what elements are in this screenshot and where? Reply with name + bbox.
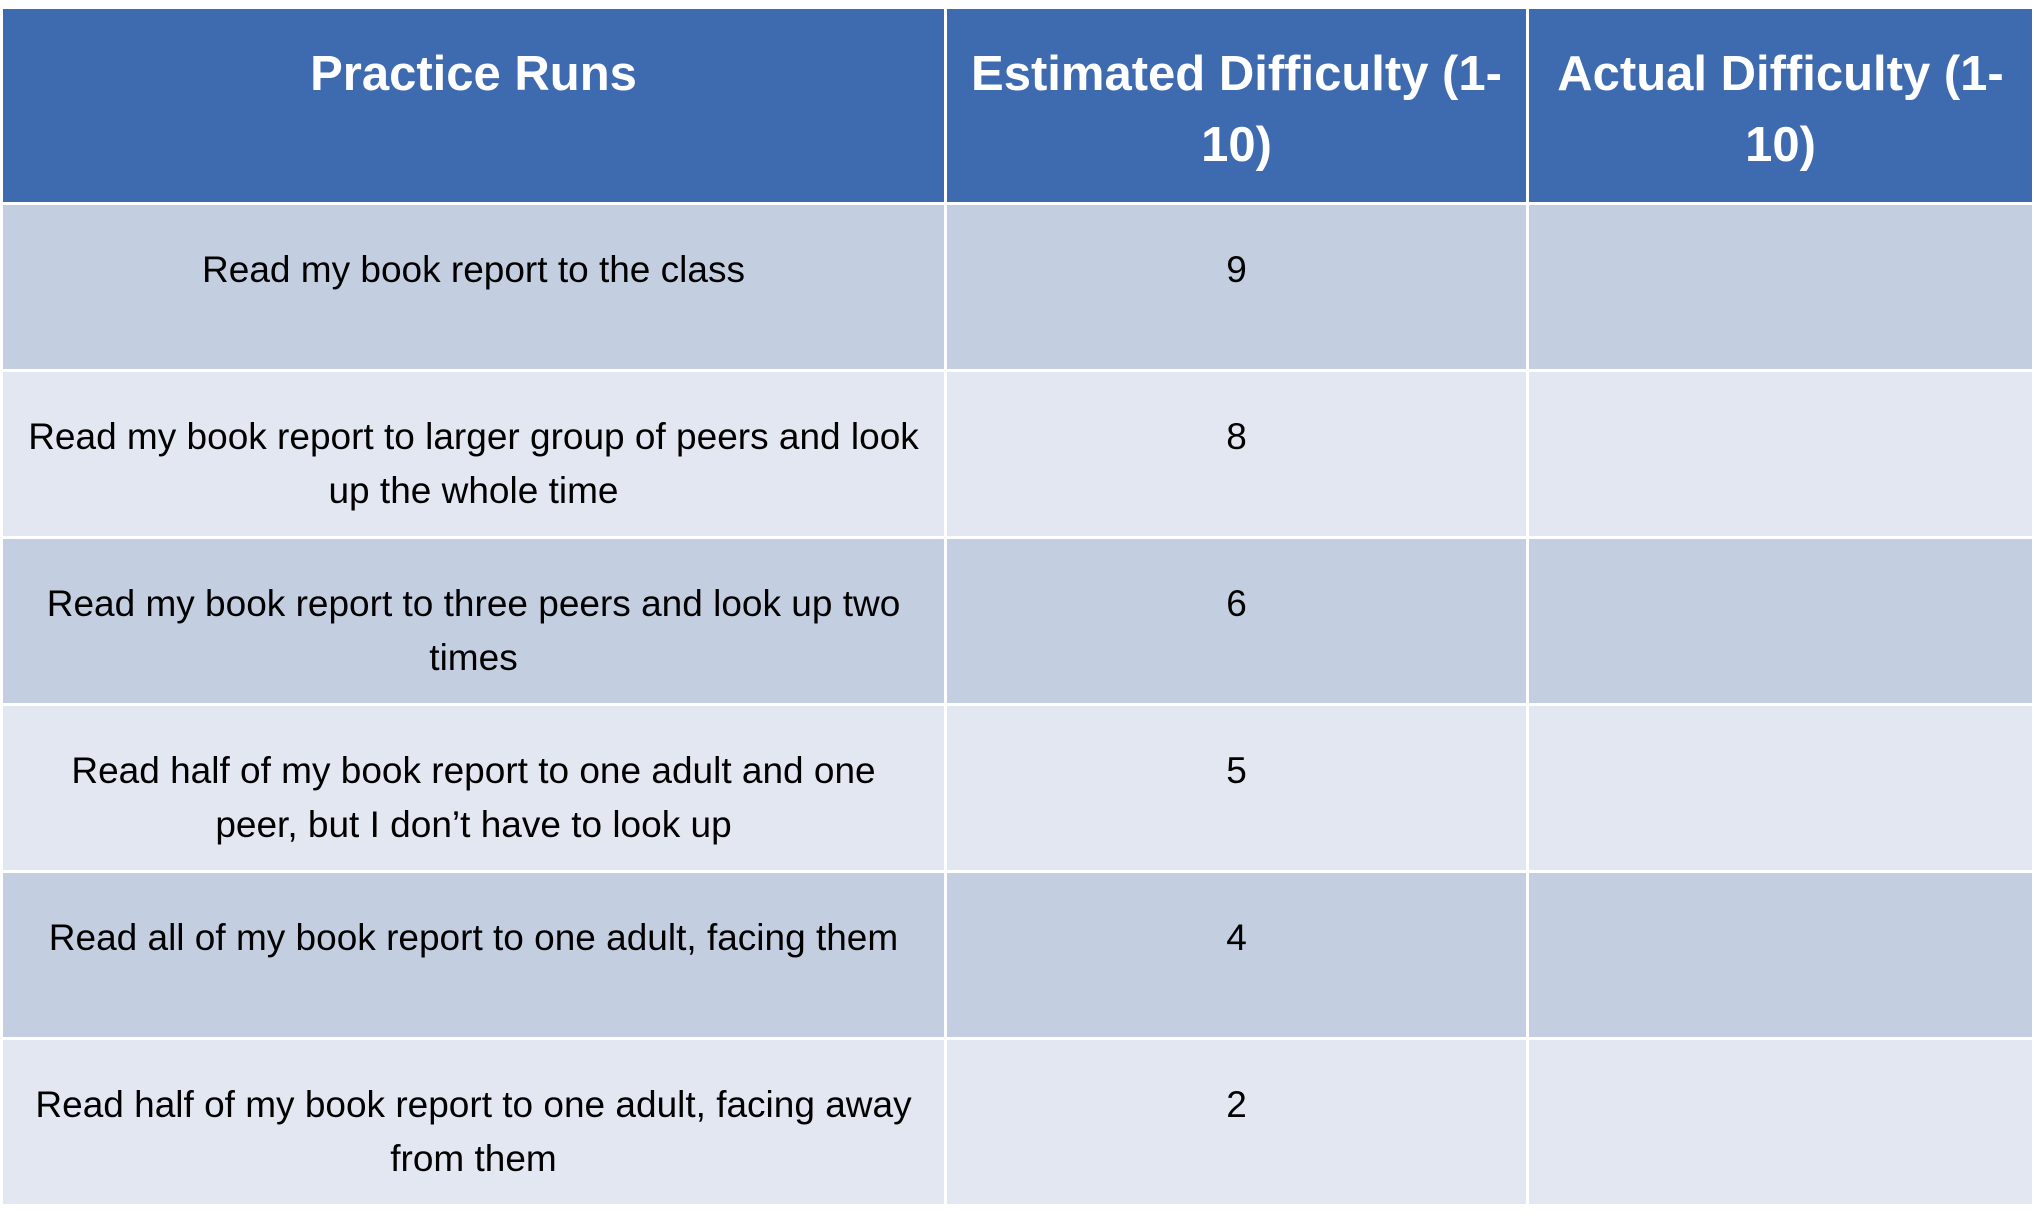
actual-cell [1526, 369, 2034, 539]
table-row: Read my book report to the class 9 [0, 202, 2034, 372]
estimated-cell: 8 [944, 369, 1529, 539]
page: Practice Runs Estimated Difficulty (1-10)… [0, 6, 2034, 1220]
table-row: Read my book report to larger group of p… [0, 369, 2034, 539]
actual-cell [1526, 1037, 2034, 1207]
actual-cell [1526, 870, 2034, 1040]
estimated-cell: 5 [944, 703, 1529, 873]
estimated-cell: 2 [944, 1037, 1529, 1207]
estimated-cell: 9 [944, 202, 1529, 372]
actual-cell [1526, 703, 2034, 873]
practice-table: Practice Runs Estimated Difficulty (1-10)… [0, 6, 2034, 1207]
estimated-cell: 4 [944, 870, 1529, 1040]
actual-cell [1526, 202, 2034, 372]
table-row: Read half of my book report to one adult… [0, 1037, 2034, 1207]
table-row: Read all of my book report to one adult,… [0, 870, 2034, 1040]
table-row: Read my book report to three peers and l… [0, 536, 2034, 706]
run-cell: Read my book report to larger group of p… [0, 369, 947, 539]
header-cell: Practice Runs [0, 6, 947, 205]
header-cell: Estimated Difficulty (1-10) [944, 6, 1529, 205]
estimated-cell: 6 [944, 536, 1529, 706]
run-cell: Read my book report to the class [0, 202, 947, 372]
table-body: Read my book report to the class 9 Read my… [0, 202, 2034, 1207]
run-cell: Read half of my book report to one adult… [0, 1037, 947, 1207]
header-row: Practice Runs Estimated Difficulty (1-10)… [0, 6, 2034, 205]
table-row: Read half of my book report to one adult… [0, 703, 2034, 873]
run-cell: Read my book report to three peers and l… [0, 536, 947, 706]
run-cell: Read all of my book report to one adult,… [0, 870, 947, 1040]
header-cell: Actual Difficulty (1-10) [1526, 6, 2034, 205]
actual-cell [1526, 536, 2034, 706]
run-cell: Read half of my book report to one adult… [0, 703, 947, 873]
